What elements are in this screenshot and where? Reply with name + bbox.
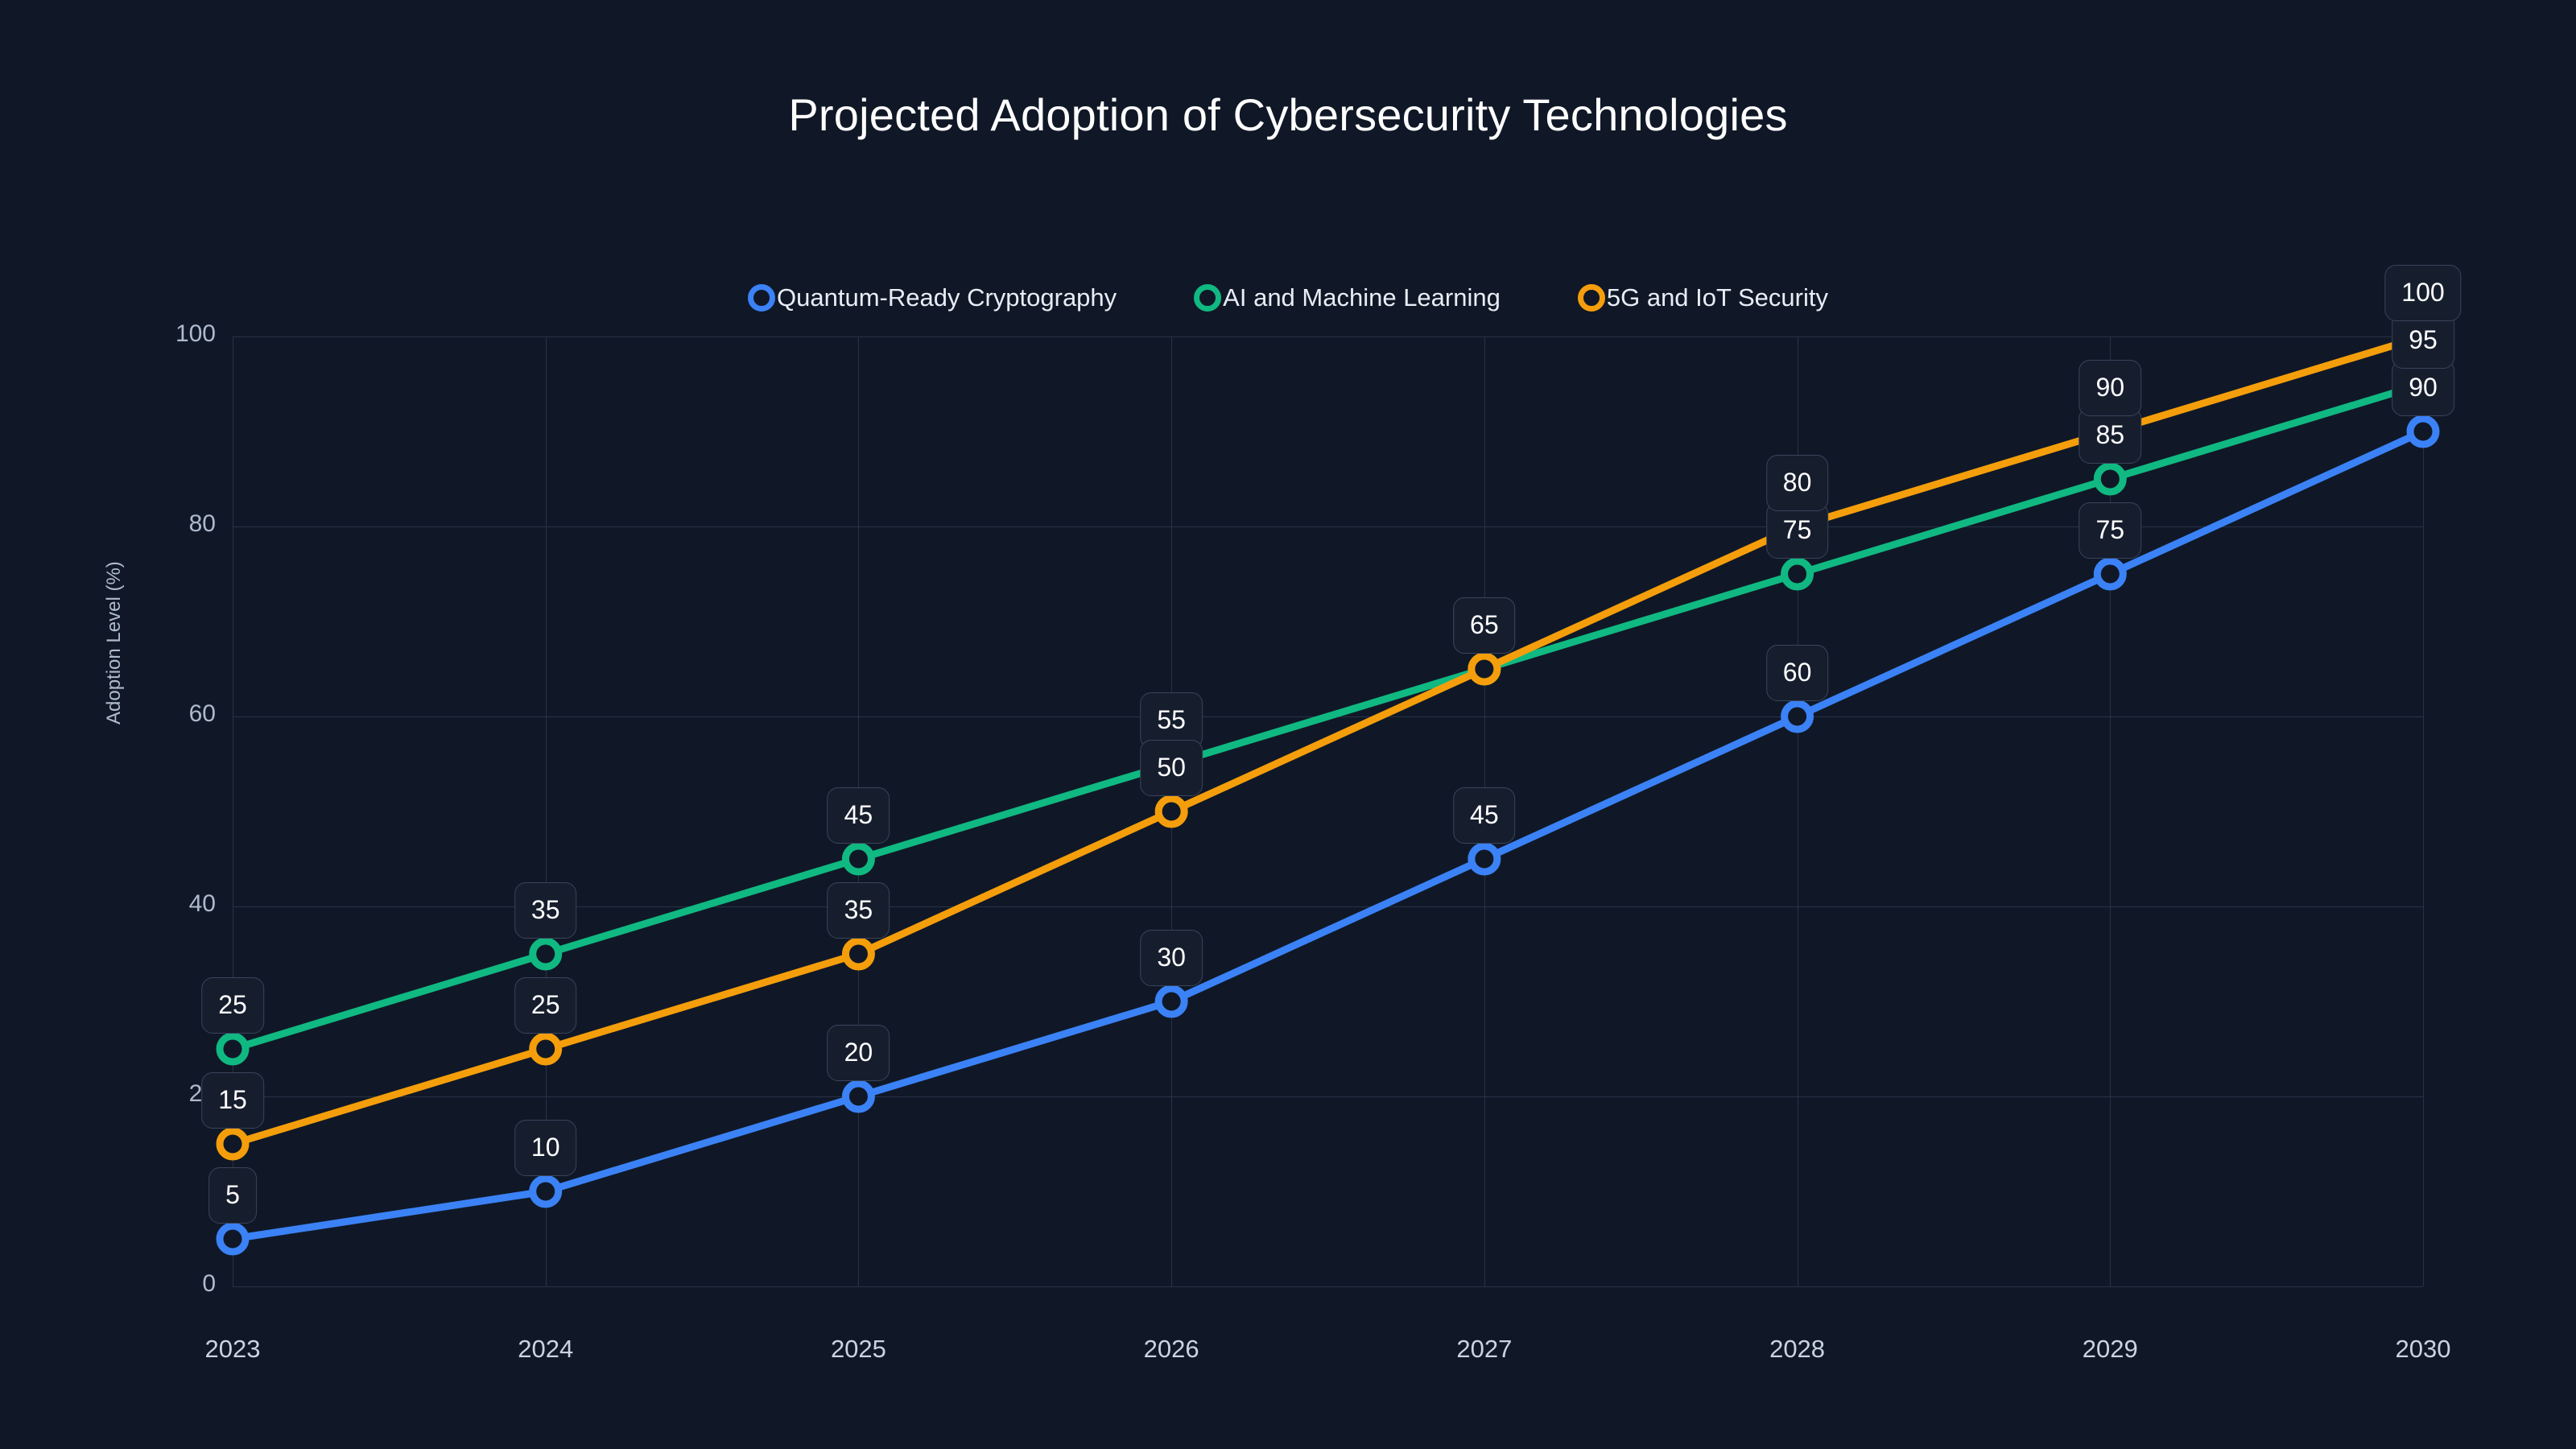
data-point-marker[interactable]: [529, 1032, 563, 1066]
legend-item-label: AI and Machine Learning: [1223, 283, 1501, 312]
gridline-horizontal: [233, 336, 2423, 337]
data-point-value-label: 75: [2079, 502, 2142, 559]
data-point-marker[interactable]: [529, 1174, 563, 1208]
data-point-marker[interactable]: [529, 937, 563, 971]
x-axis-tick-label: 2024: [518, 1335, 574, 1363]
data-point-value-label: 90: [2079, 360, 2142, 416]
x-axis-tick-label: 2023: [204, 1335, 261, 1363]
series-line-2: [229, 380, 2427, 1053]
data-point-value-label: 10: [514, 1120, 577, 1176]
data-point-value-label: 5: [208, 1167, 257, 1224]
legend-item-2[interactable]: AI and Machine Learning: [1194, 283, 1501, 312]
data-point-marker[interactable]: [841, 842, 875, 876]
data-point-marker[interactable]: [216, 1127, 250, 1161]
legend-item-1[interactable]: Quantum-Ready Cryptography: [748, 283, 1117, 312]
legend-circle-icon: [748, 284, 776, 312]
series-line-3: [229, 332, 2427, 1148]
series-line-1: [229, 427, 2427, 1243]
data-point-marker[interactable]: [1154, 985, 1188, 1018]
data-point-value-label: 55: [1140, 692, 1203, 749]
data-point-value-label: 35: [827, 882, 890, 939]
data-point-value-label: 25: [514, 977, 577, 1034]
data-point-value-label: 60: [1765, 645, 1829, 701]
data-point-value-label: 95: [2392, 312, 2454, 369]
y-axis-tick-label: 40: [188, 890, 216, 917]
y-axis-tick-label: 0: [202, 1270, 216, 1297]
data-point-value-label: 90: [2392, 360, 2454, 416]
y-axis-title: Adoption Level (%): [103, 561, 125, 724]
data-point-value-label: 35: [514, 882, 577, 939]
legend-item-label: Quantum-Ready Cryptography: [777, 283, 1117, 312]
gridline-horizontal: [233, 1096, 2423, 1097]
data-point-marker[interactable]: [1781, 700, 1814, 733]
data-point-value-label: 80: [1765, 455, 1829, 511]
data-point-marker[interactable]: [1468, 842, 1501, 876]
legend-circle-icon: [1577, 284, 1605, 312]
y-axis-tick-label: 80: [188, 510, 216, 537]
data-point-value-label: 45: [827, 787, 890, 844]
gridline-vertical: [545, 336, 547, 1286]
legend-circle-icon: [1194, 284, 1222, 312]
data-point-marker[interactable]: [216, 1222, 250, 1256]
data-point-marker[interactable]: [216, 1032, 250, 1066]
gridline-horizontal: [233, 1286, 2423, 1287]
legend-item-label: 5G and IoT Security: [1606, 283, 1828, 312]
data-point-marker[interactable]: [841, 937, 875, 971]
data-point-marker[interactable]: [1154, 795, 1188, 828]
x-axis-tick-label: 2027: [1456, 1335, 1513, 1363]
y-axis-tick-label: 100: [175, 320, 216, 347]
data-point-value-label: 65: [1453, 597, 1516, 654]
data-point-marker[interactable]: [1468, 652, 1501, 686]
data-point-marker[interactable]: [2093, 462, 2127, 496]
data-point-value-label: 30: [1140, 930, 1203, 986]
gridline-horizontal: [233, 906, 2423, 907]
data-point-value-label: 100: [2384, 265, 2462, 321]
gridline-vertical: [2110, 336, 2112, 1286]
data-point-value-label: 25: [201, 977, 264, 1034]
legend-item-3[interactable]: 5G and IoT Security: [1577, 283, 1828, 312]
x-axis-tick-label: 2026: [1143, 1335, 1199, 1363]
data-point-value-label: 85: [2079, 407, 2142, 464]
plot-area: 5102030456075902535455565758595152535506…: [201, 265, 2462, 1287]
data-point-value-label: 50: [1140, 740, 1203, 796]
page-title: Projected Adoption of Cybersecurity Tech…: [788, 89, 1788, 140]
gridline-vertical: [2423, 336, 2424, 1286]
data-point-marker[interactable]: [841, 1080, 875, 1113]
data-point-value-label: 20: [827, 1025, 890, 1081]
x-axis-tick-label: 2028: [1769, 1335, 1826, 1363]
gridline-horizontal: [233, 526, 2423, 527]
data-point-value-label: 75: [1765, 502, 1829, 559]
x-axis-tick-label: 2029: [2082, 1335, 2138, 1363]
y-axis-tick-label: 60: [188, 700, 216, 727]
chart-legend: Quantum-Ready Cryptography AI and Machine…: [0, 283, 2576, 312]
x-axis-tick-label: 2030: [2395, 1335, 2451, 1363]
data-point-value-label: 45: [1453, 787, 1516, 844]
data-point-marker[interactable]: [2093, 557, 2127, 591]
data-point-marker[interactable]: [1781, 557, 1814, 591]
x-axis-tick-label: 2025: [830, 1335, 886, 1363]
data-point-value-label: 15: [201, 1072, 264, 1129]
data-point-marker[interactable]: [2406, 415, 2440, 448]
